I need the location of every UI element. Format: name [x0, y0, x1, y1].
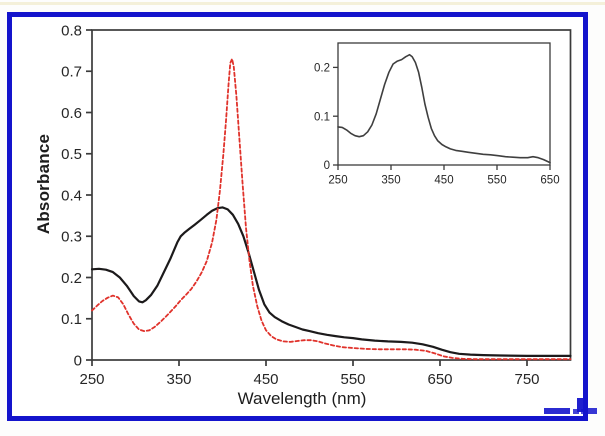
main-plot-group: 250 350 450 550 650 750 0 0.1 0.2 0.3 0.4 0.5 0.6 0.7…	[61, 22, 572, 388]
y-axis-title: Absorbance	[34, 133, 53, 235]
figure-link-frame[interactable]	[7, 12, 588, 421]
top-edge-artifact	[0, 2, 605, 5]
main-y-tick-label: 0.1	[61, 311, 82, 328]
main-x-tick-label: 550	[340, 371, 365, 388]
main-y-tick-label: 0.3	[61, 229, 82, 246]
inset-y-tick-label: 0	[324, 160, 330, 172]
inset-x-tick-label: 250	[328, 175, 347, 187]
main-x-tick-label: 750	[514, 371, 539, 388]
inset-x-tick-label: 350	[381, 175, 400, 187]
main-y-tick-label: 0.5	[61, 146, 82, 163]
inset-y-tick-label: 0.1	[314, 111, 330, 123]
main-x-tick-label: 450	[253, 371, 278, 388]
artifact-mark	[573, 409, 579, 414]
main-x-tick-label: 650	[427, 371, 452, 388]
x-axis-title: Wavelength (nm)	[237, 389, 367, 408]
inset-black-spectrum	[337, 53, 551, 164]
main-y-tick-label: 0.7	[61, 64, 82, 81]
main-y-tick-label: 0.4	[61, 187, 82, 204]
inset-x-tick-label: 550	[487, 175, 506, 187]
artifact-mark	[544, 408, 570, 414]
main-plot-frame	[91, 29, 572, 361]
main-y-tick-label: 0.8	[61, 22, 82, 39]
inset-x-tick-label: 650	[540, 175, 559, 187]
inset-x-tick-label: 450	[434, 175, 453, 187]
main-x-tick-label: 350	[166, 371, 191, 388]
inset-plot-group: 250 350 450 550 650 0 0.1 0.2	[314, 42, 560, 187]
inset-plot-frame	[337, 42, 551, 166]
solid-black-spectrum	[90, 206, 572, 357]
artifact-mark	[577, 398, 584, 412]
main-x-tick-label: 250	[79, 371, 104, 388]
main-y-tick-label: 0.6	[61, 105, 82, 122]
corner-artifact	[540, 396, 600, 422]
main-y-tick-label: 0	[74, 352, 82, 369]
inset-y-tick-label: 0.2	[314, 63, 330, 75]
dashed-red-spectrum	[91, 58, 572, 361]
main-y-tick-label: 0.2	[61, 270, 82, 287]
artifact-mark	[587, 408, 597, 414]
